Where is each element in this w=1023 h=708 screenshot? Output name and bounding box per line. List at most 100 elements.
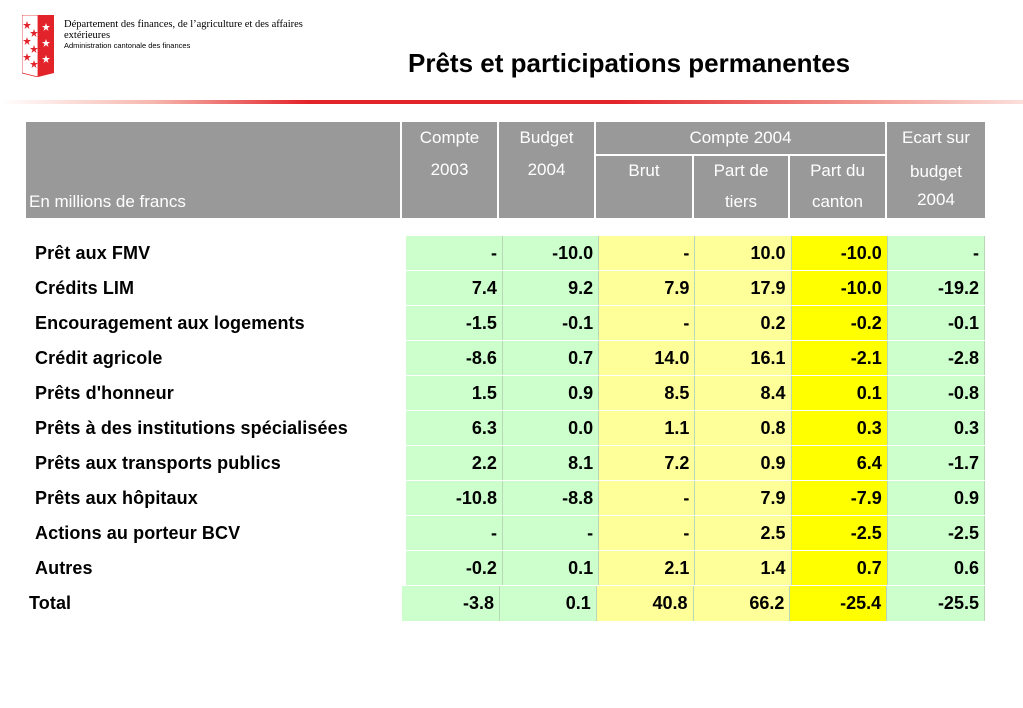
header-compte-2003-line1: Compte — [419, 128, 480, 147]
header-ecart-line2: budget — [910, 162, 962, 181]
header-compte-2004-group: Compte 2004 — [689, 128, 792, 147]
cell-budget-2004: -0.1 — [502, 306, 600, 341]
row-label: Autres — [26, 551, 406, 586]
table-row: Prêts aux hôpitaux -10.8 -8.8 - 7.9 -7.9… — [26, 481, 985, 516]
row-separator — [400, 305, 985, 306]
cell-compte-2003: 6.3 — [405, 411, 503, 446]
cell-ecart: -2.5 — [887, 516, 985, 551]
cell-part-tiers: 0.9 — [695, 446, 792, 481]
cell-ecart: -2.8 — [887, 341, 985, 376]
header-divider-line — [692, 154, 694, 218]
cell-part-tiers: 0.2 — [695, 306, 792, 341]
header-divider-line — [788, 154, 790, 218]
table-body: Prêt aux FMV - -10.0 - 10.0 -10.0 - Créd… — [26, 236, 985, 621]
cell-ecart: -1.7 — [887, 446, 985, 481]
table-row: Prêts à des institutions spécialisées 6.… — [26, 411, 985, 446]
cell-brut: 7.9 — [599, 271, 696, 306]
table-row: Prêts aux transports publics 2.2 8.1 7.2… — [26, 446, 985, 481]
row-separator — [400, 480, 985, 481]
cell-ecart: -0.8 — [887, 376, 985, 411]
cell-budget-2004: 0.1 — [502, 551, 600, 586]
cell-part-canton: 0.7 — [791, 551, 888, 586]
table-row: Prêt aux FMV - -10.0 - 10.0 -10.0 - — [26, 236, 985, 271]
table-row: Autres -0.2 0.1 2.1 1.4 0.7 0.6 — [26, 551, 985, 586]
cell-brut: - — [599, 306, 696, 341]
row-label: Prêts aux transports publics — [26, 446, 406, 481]
cell-budget-2004: 0.1 — [499, 586, 597, 621]
cell-ecart: 0.6 — [887, 551, 985, 586]
table-row: Actions au porteur BCV - - - 2.5 -2.5 -2… — [26, 516, 985, 551]
cell-part-canton: 0.3 — [791, 411, 888, 446]
header-part-canton-line2: canton — [811, 192, 864, 211]
table-row: Crédits LIM 7.4 9.2 7.9 17.9 -10.0 -19.2 — [26, 271, 985, 306]
cell-brut: 14.0 — [599, 341, 696, 376]
header-part-tiers-line2: tiers — [724, 192, 758, 211]
cell-budget-2004: 0.0 — [502, 411, 600, 446]
cell-compte-2003: -8.6 — [405, 341, 503, 376]
cell-part-tiers: 2.5 — [695, 516, 792, 551]
cell-brut: 8.5 — [599, 376, 696, 411]
cell-compte-2003: -3.8 — [402, 586, 500, 621]
table-row-total: Total -3.8 0.1 40.8 66.2 -25.4 -25.5 — [26, 586, 985, 621]
table-header: En millions de francs Compte 2003 Budget… — [26, 122, 985, 218]
cell-budget-2004: -10.0 — [502, 236, 600, 271]
header-part-canton-line1: Part du — [810, 161, 865, 180]
department-line-3: Administration cantonale des finances — [64, 41, 191, 50]
cell-ecart: - — [887, 236, 985, 271]
cell-brut: 40.8 — [596, 586, 694, 621]
header-divider-line — [594, 122, 596, 218]
cell-part-tiers: 7.9 — [695, 481, 792, 516]
row-separator — [400, 445, 985, 446]
cell-brut: - — [599, 236, 696, 271]
cell-compte-2003: -0.2 — [405, 551, 503, 586]
cell-part-canton: -10.0 — [791, 271, 888, 306]
cell-brut: 1.1 — [599, 411, 696, 446]
row-separator — [400, 550, 985, 551]
unit-label: En millions de francs — [29, 192, 186, 211]
table-row: Prêts d'honneur 1.5 0.9 8.5 8.4 0.1 -0.8 — [26, 376, 985, 411]
row-label: Prêts aux hôpitaux — [26, 481, 406, 516]
cell-budget-2004: 8.1 — [502, 446, 600, 481]
row-separator — [400, 410, 985, 411]
cell-brut: 2.1 — [599, 551, 696, 586]
cell-budget-2004: 9.2 — [502, 271, 600, 306]
cell-ecart: 0.3 — [887, 411, 985, 446]
cell-part-canton: 0.1 — [791, 376, 888, 411]
cell-brut: - — [599, 481, 696, 516]
cell-ecart: -25.5 — [887, 586, 985, 621]
header-ecart-line1: Ecart sur — [901, 128, 971, 147]
cell-part-tiers: 17.9 — [695, 271, 792, 306]
header-budget-2004-line2: 2004 — [527, 160, 566, 179]
header-compte-2003-line2: 2003 — [430, 160, 469, 179]
cell-budget-2004: 0.9 — [502, 376, 600, 411]
row-separator — [400, 585, 985, 586]
cell-budget-2004: -8.8 — [502, 481, 600, 516]
row-separator — [400, 375, 985, 376]
table-row: Crédit agricole -8.6 0.7 14.0 16.1 -2.1 … — [26, 341, 985, 376]
canton-coat-of-arms-icon — [22, 15, 54, 77]
cell-part-tiers: 8.4 — [695, 376, 792, 411]
header-divider-line — [595, 154, 886, 156]
cell-budget-2004: 0.7 — [502, 341, 600, 376]
cell-compte-2003: 7.4 — [405, 271, 503, 306]
row-label: Encouragement aux logements — [26, 306, 406, 341]
cell-part-canton: -7.9 — [791, 481, 888, 516]
row-label: Crédits LIM — [26, 271, 406, 306]
cell-budget-2004: - — [502, 516, 600, 551]
cell-ecart: -0.1 — [887, 306, 985, 341]
cell-ecart: 0.9 — [887, 481, 985, 516]
cell-compte-2003: - — [405, 516, 503, 551]
cell-ecart: -19.2 — [887, 271, 985, 306]
cell-part-tiers: 0.8 — [695, 411, 792, 446]
cell-part-tiers: 1.4 — [695, 551, 792, 586]
cell-part-tiers: 10.0 — [695, 236, 792, 271]
department-line-1: Département des finances, de l’agricultu… — [64, 19, 303, 30]
page-title: Prêts et participations permanentes — [408, 48, 851, 78]
cell-brut: - — [599, 516, 696, 551]
header-ecart-line3: 2004 — [917, 190, 955, 209]
header-divider-line — [400, 122, 402, 218]
cell-compte-2003: 1.5 — [405, 376, 503, 411]
header-divider-line — [885, 122, 887, 218]
cell-part-canton: 6.4 — [791, 446, 888, 481]
cell-part-tiers: 66.2 — [693, 586, 791, 621]
